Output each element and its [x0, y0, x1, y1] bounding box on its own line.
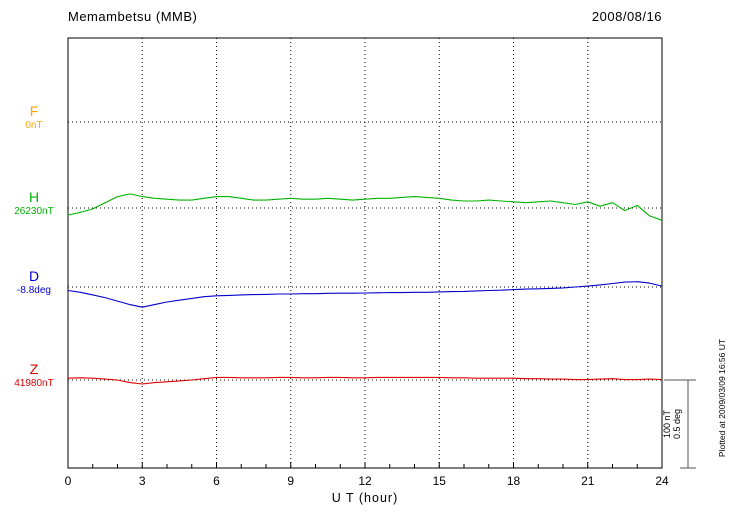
series-baseline-z: 41980nT — [14, 378, 54, 389]
x-tick-labels: 0 3 6 9 12 15 18 21 24 — [65, 474, 669, 488]
scale-bar — [664, 379, 696, 469]
series-label-z: Z 41980nT — [4, 362, 64, 389]
series-letter-z: Z — [29, 361, 39, 377]
scale-bar-label: 100 nT 0.5 deg — [662, 409, 682, 439]
page-title: Memambetsu (MMB) — [68, 9, 198, 24]
series-letter-d: D — [28, 268, 40, 284]
series-label-d: D -8.8deg — [4, 269, 64, 296]
gridlines — [68, 38, 662, 468]
svg-text:18: 18 — [507, 474, 521, 488]
scale-bar-line1: 100 nT — [662, 409, 672, 439]
axis-ticks — [67, 462, 663, 468]
svg-text:6: 6 — [213, 474, 220, 488]
svg-text:3: 3 — [139, 474, 146, 488]
svg-text:24: 24 — [655, 474, 669, 488]
series-label-f: F 0nT — [4, 104, 64, 131]
svg-text:12: 12 — [358, 474, 372, 488]
series-baseline-f: 0nT — [25, 120, 43, 131]
svg-text:9: 9 — [287, 474, 294, 488]
series-baseline-d: -8.8deg — [17, 285, 51, 296]
svg-text:21: 21 — [581, 474, 595, 488]
svg-text:15: 15 — [433, 474, 447, 488]
series-baseline-h: 26230nT — [14, 206, 54, 217]
x-axis-label: U T (hour) — [331, 491, 399, 505]
scale-bar-line2: 0.5 deg — [672, 408, 682, 440]
trace-h — [67, 193, 663, 221]
trace-d — [67, 281, 663, 308]
series-label-h: H 26230nT — [4, 190, 64, 217]
svg-text:0: 0 — [65, 474, 72, 488]
plotted-at-note: Plotted at 2009/03/09 16:56 UT — [717, 338, 727, 458]
series-letter-h: H — [28, 189, 40, 205]
plot-date: 2008/08/16 — [591, 9, 662, 24]
trace-z — [67, 376, 663, 385]
plot-border — [67, 37, 663, 469]
series-letter-f: F — [29, 103, 39, 119]
